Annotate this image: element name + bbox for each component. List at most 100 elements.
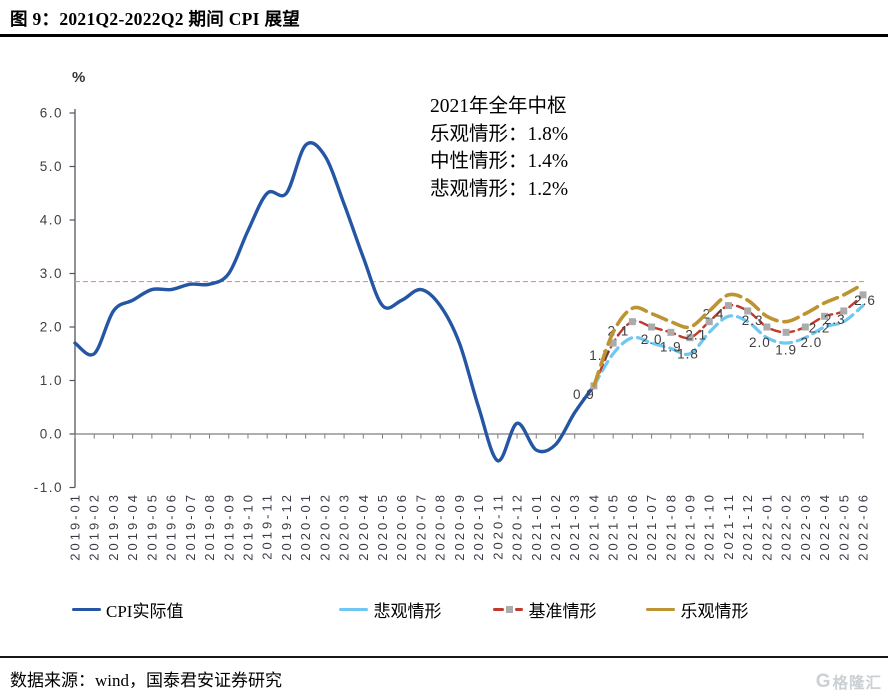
legend-label: 乐观情形: [680, 602, 749, 621]
x-axis-label: 2020-11: [490, 492, 505, 560]
x-axis-label: 2021-08: [663, 492, 678, 561]
x-axis-label: 2022-02: [779, 492, 794, 561]
y-axis-label: 1.0: [40, 373, 63, 388]
series-marker: [782, 328, 790, 336]
dash-icon: [515, 607, 524, 612]
x-axis-label: 2021-12: [740, 492, 755, 561]
x-axis-label: 2020-10: [471, 492, 486, 561]
series-line-3: [592, 282, 865, 388]
x-axis-label: 2019-04: [125, 492, 140, 561]
x-axis-label: 2020-05: [375, 492, 390, 561]
x-axis-label: 2020-04: [356, 492, 371, 561]
series-marker: [744, 307, 752, 315]
series-marker: [667, 328, 675, 336]
series-marker: [609, 339, 617, 347]
y-axis-label: 3.0: [40, 266, 63, 281]
legend-item-cpi-actual: CPI实际值: [72, 597, 183, 622]
title-underline: [0, 34, 888, 37]
legend-label: 悲观情形: [373, 602, 442, 621]
x-axis-label: 2019-10: [240, 492, 255, 561]
series-marker: [859, 291, 867, 299]
x-axis-label: 2021-10: [702, 492, 717, 561]
x-axis-label: 2019-11: [260, 492, 275, 560]
data-label: 2.3: [824, 312, 846, 327]
x-axis-label: 2020-07: [413, 492, 428, 561]
x-axis-label: 2020-01: [298, 492, 313, 561]
footer-divider: [0, 656, 888, 658]
annotation-line-optimistic: 乐观情形：1.8%: [430, 123, 569, 145]
x-axis-label: 2021-04: [586, 492, 601, 561]
x-axis-label: 2021-05: [606, 492, 621, 561]
square-marker-icon: [506, 606, 514, 613]
solid-line-icon: [339, 607, 369, 612]
x-axis-label: 2020-12: [510, 492, 525, 561]
legend-item-optimistic: 乐观情形: [646, 597, 748, 622]
annotation-line-neutral: 中性情形：1.4%: [430, 151, 569, 172]
data-label: 2.1: [685, 328, 707, 343]
data-label: 2.4: [703, 307, 725, 322]
y-axis-label: 5.0: [40, 159, 63, 174]
data-label: 2.2: [809, 320, 831, 335]
data-label: 2.6: [854, 293, 876, 308]
data-label: 2.0: [800, 335, 822, 350]
x-axis-label: 2020-06: [394, 492, 409, 561]
x-axis-label: 2019-07: [183, 492, 198, 561]
data-label: 1.9: [775, 342, 797, 357]
x-axis-label: 2020-02: [317, 492, 332, 561]
page-title: 图 9：2021Q2-2022Q2 期间 CPI 展望: [10, 9, 301, 29]
legend-item-baseline: 基准情形: [493, 597, 596, 622]
legend-label: CPI实际值: [106, 602, 184, 621]
series-marker: [840, 307, 848, 315]
data-label: 1.9: [660, 339, 682, 354]
solid-line-icon: [72, 607, 101, 612]
data-label: 0.9: [573, 387, 595, 402]
data-label: 2.3: [742, 313, 764, 328]
legend-label: 基准情形: [528, 602, 597, 621]
watermark-text: 格隆汇: [832, 675, 882, 692]
x-axis-label: 2020-08: [433, 492, 448, 561]
x-axis-label: 2022-04: [817, 492, 832, 561]
x-axis-label: 2021-09: [683, 492, 698, 561]
x-axis-label: 2019-06: [164, 492, 179, 561]
y-axis-label: 6.0: [40, 106, 63, 121]
chart-legend: CPI实际值 悲观情形 基准情形 乐观情形: [72, 597, 748, 622]
data-label: 2.0: [749, 335, 771, 350]
gelonghui-logo-icon: G: [815, 671, 831, 692]
x-axis-label: 2022-03: [798, 492, 813, 561]
x-axis-label: 2022-01: [759, 492, 774, 561]
y-axis-label: 2.0: [40, 320, 63, 335]
series-marker: [628, 318, 636, 326]
x-axis-label: 2021-06: [625, 492, 640, 561]
cpi-line-chart: % 6.0 5.0 4.0 3.0 2.0 1.0 0.0 -1.0 2019-01 2019-02…: [34, 69, 876, 561]
x-axis-label: 2020-09: [452, 492, 467, 561]
annotation-line-pessimistic: 悲观情形：1.2%: [430, 178, 569, 200]
x-axis-label: 2022-06: [856, 492, 871, 561]
x-axis-label: 2019-03: [106, 492, 121, 561]
legend-item-pessimistic: 悲观情形: [339, 597, 441, 622]
y-axis-label: 0.0: [40, 427, 63, 442]
x-axis-label: 2021-01: [529, 492, 544, 561]
y-axis-label: -1.0: [34, 480, 63, 495]
series-marker: [801, 323, 809, 331]
source-note: 数据来源：wind，国泰君安证券研究: [10, 671, 282, 690]
series-marker: [763, 323, 771, 331]
x-axis-label: 2020-03: [337, 492, 352, 561]
gelonghui-watermark: G 格隆汇: [816, 671, 882, 693]
x-axis-label: 2019-02: [87, 492, 102, 561]
x-axis-label: 2019-08: [202, 492, 217, 561]
x-axis-label: 2019-05: [144, 492, 159, 561]
annotation-title: 2021年全年中枢: [430, 96, 567, 117]
x-axis-label: 2021-02: [548, 492, 563, 561]
x-axis-label: 2022-05: [836, 492, 851, 561]
data-label: 2.0: [641, 332, 663, 347]
y-axis-label: 4.0: [40, 213, 63, 228]
series-line-1: [592, 304, 865, 388]
y-unit-label: %: [72, 69, 85, 86]
solid-line-icon: [646, 607, 676, 612]
x-axis-label: 2021-07: [644, 492, 659, 561]
series-marker: [686, 334, 694, 342]
x-axis-label: 2019-12: [279, 492, 294, 561]
data-label: 1.8: [677, 347, 699, 362]
data-label: 1.7: [589, 348, 611, 363]
